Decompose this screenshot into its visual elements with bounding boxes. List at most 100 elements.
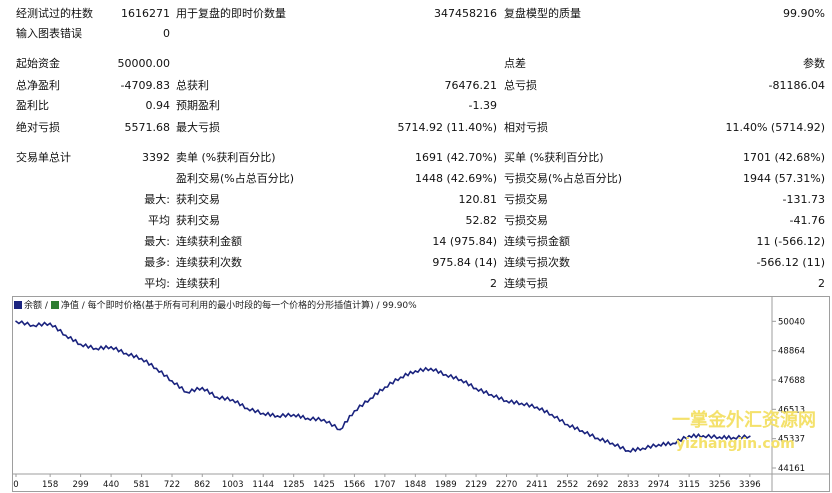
report-value: -41.76 [789, 214, 825, 227]
data-point [125, 352, 128, 355]
data-point [732, 436, 735, 439]
x-tick-label: 2411 [526, 480, 548, 490]
report-row: 平均 获利交易 52.82 亏损交易 -41.76 [0, 212, 832, 230]
report-row: 绝对亏损 5571.68 最大亏损 5714.92 (11.40%) 相对亏损 11.40… [0, 119, 832, 137]
data-point [414, 370, 417, 372]
report-value: 99.90% [783, 7, 825, 20]
x-tick-label: 0 [13, 480, 18, 490]
report-row: 盈利比 0.94 预期盈利 -1.39 [0, 97, 832, 115]
equity-swatch-icon [50, 301, 59, 309]
balance-swatch-icon [14, 301, 22, 309]
chart-frame [12, 296, 830, 492]
legend-equity: 净值 [60, 301, 79, 311]
data-point [702, 435, 704, 437]
report-row: 起始资金 50000.00 点差 参数 [0, 55, 832, 73]
data-point [231, 398, 234, 401]
report-value: 1701 (42.68%) [742, 151, 825, 164]
equity-chart: 50040 48864 47688 46513 45337 44161 0 158 299 440… [12, 296, 830, 492]
report-label: 相对亏损 [504, 121, 548, 134]
report-value: 最大: [144, 193, 170, 206]
x-tick-label: 440 [103, 480, 119, 490]
report-label: 连续获利金额 [176, 235, 242, 248]
report-value: 1944 (57.31%) [742, 172, 825, 185]
chart-legend: 余额 / 净值 / 每个即时价格(基于所有可利用的最小时段的每一个价格的分形插值… [14, 298, 417, 311]
data-point [185, 391, 188, 393]
data-point [460, 378, 462, 381]
report-label: 连续亏损金额 [504, 235, 570, 248]
x-tick-label: 722 [164, 480, 180, 490]
report-label: 盈利交易(%占总百分比) [176, 172, 295, 185]
test-report-stats: 经测试过的柱数 1616271 用于复盘的即时价数量 347458216 复盘模型的质量… [0, 5, 832, 290]
x-tick-label: 2974 [648, 480, 670, 490]
x-tick-label: 2270 [496, 480, 518, 490]
report-value: 2 [818, 277, 825, 290]
data-point [672, 442, 674, 445]
data-point [15, 320, 17, 323]
data-point [292, 413, 295, 416]
data-point [353, 410, 356, 412]
legend-balance: 余额 [24, 301, 43, 311]
y-tick-label: 45337 [778, 435, 805, 445]
report-label: 亏损交易 [504, 214, 548, 227]
data-point [749, 435, 751, 438]
data-point [581, 430, 583, 432]
data-point [64, 334, 67, 337]
y-tick-label: 48864 [778, 347, 805, 357]
report-label: 总获利 [176, 79, 209, 92]
data-point [490, 393, 493, 396]
data-point [384, 386, 386, 388]
data-point [369, 397, 372, 400]
report-value: 5714.92 (11.40%) [397, 121, 497, 134]
report-value: -566.12 (11) [756, 256, 825, 269]
report-row: 经测试过的柱数 1616271 用于复盘的即时价数量 347458216 复盘模型的质量… [0, 5, 832, 23]
data-point [201, 386, 204, 389]
report-label: 复盘模型的质量 [504, 7, 581, 20]
x-tick-label: 3115 [678, 480, 700, 490]
data-point [505, 400, 508, 402]
x-tick-label: 2692 [587, 480, 609, 490]
data-point [171, 380, 173, 382]
data-point [596, 437, 599, 440]
report-label: 亏损交易(%占总百分比) [504, 172, 623, 185]
report-value: 1691 (42.70%) [414, 151, 497, 164]
x-tick-label: 581 [133, 480, 149, 490]
watermark-url: yizhangjin.com [676, 436, 795, 452]
report-row: 交易单总计 3392 卖单 (%获利百分比) 1691 (42.70%) 买单 (%获利… [0, 149, 832, 167]
data-point [430, 367, 432, 370]
report-value: 52.82 [465, 214, 498, 227]
report-label: 盈利比 [16, 99, 49, 112]
data-point [718, 436, 721, 438]
report-label: 获利交易 [176, 193, 220, 206]
report-value: 最大: [144, 235, 170, 248]
data-point [627, 450, 629, 452]
x-tick-label: 2833 [617, 480, 639, 490]
report-label: 交易单总计 [16, 151, 71, 164]
report-value: 1616271 [121, 7, 170, 20]
x-tick-label: 3396 [739, 480, 761, 490]
data-point [140, 357, 143, 360]
report-value: 1448 (42.69%) [414, 172, 497, 185]
x-tick-label: 3256 [709, 480, 731, 490]
data-point [95, 347, 97, 350]
report-value: 14 (975.84) [432, 235, 497, 248]
report-label: 连续获利次数 [176, 256, 242, 269]
report-value: 11.40% (5714.92) [725, 121, 825, 134]
report-value: 50000.00 [117, 57, 171, 70]
y-tick-label: 44161 [778, 464, 805, 474]
report-label: 经测试过的柱数 [16, 7, 93, 20]
report-row: 最大: 连续获利金额 14 (975.84) 连续亏损金额 11 (-566.12) [0, 233, 832, 251]
data-point [216, 396, 218, 398]
report-value: 120.81 [458, 193, 498, 206]
data-point [32, 324, 35, 327]
report-row: 总净盈利 -4709.83 总获利 76476.21 总亏损 -81186.04 [0, 77, 832, 95]
report-value: 5571.68 [124, 121, 171, 134]
x-tick-label: 862 [194, 480, 210, 490]
x-tick-label: 1989 [435, 480, 457, 490]
report-value: 3392 [142, 151, 170, 164]
data-point [155, 367, 158, 370]
data-point [520, 402, 523, 405]
data-point [246, 407, 249, 410]
report-value: -131.73 [782, 193, 825, 206]
report-row: 输入图表错误 0 [0, 25, 832, 43]
y-tick-label: 50040 [778, 317, 805, 327]
